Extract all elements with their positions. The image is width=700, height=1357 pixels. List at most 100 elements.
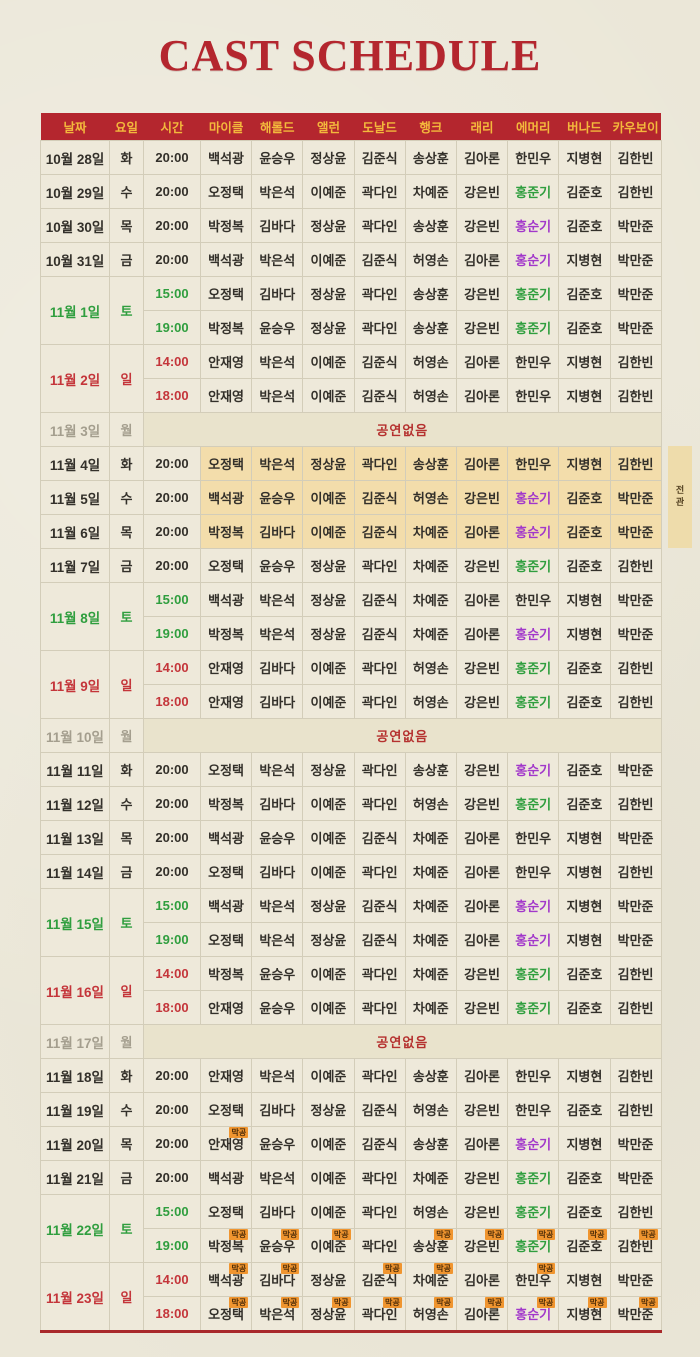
date-cell: 11월 16일 [40, 956, 110, 1025]
table-row: 11월 13일 목 20:00 백석광 윤승우 이예준 김준식 차예준 김아론 한민우 지병현 박만준 [40, 820, 662, 855]
date-cell: 11월 1일 [40, 276, 110, 345]
table-row: 11월 10일 월 공연없음 [40, 718, 662, 753]
cast-cell: 송상훈 [404, 208, 457, 243]
cast-cell: 송상훈 [404, 446, 457, 481]
cast-cell: 강은빈 [455, 1194, 509, 1229]
cast-cell: 막공 김한빈 [609, 1228, 662, 1263]
cast-cell: 홍순기 [507, 616, 560, 651]
cast-cell: 김한빈 [609, 344, 662, 379]
cast-cell: 박만준 [609, 752, 662, 787]
cast-cell: 박은석 [251, 888, 304, 923]
day-cell: 화 [109, 446, 144, 481]
day-cell: 목 [109, 1126, 144, 1161]
cast-cell: 지병현 [558, 140, 611, 175]
cast-cell: 지병현 [558, 854, 611, 889]
cast-cell: 막공 송상훈 [404, 1228, 457, 1263]
cast-cell: 김아론 [455, 854, 509, 889]
last-show-badge: 막공 [229, 1229, 249, 1240]
cast-cell: 정상윤 [302, 888, 355, 923]
column-header-3: 마이클 [200, 113, 252, 141]
cast-cell: 막공 강은빈 [455, 1228, 509, 1263]
day-cell: 월 [109, 412, 144, 447]
cast-cell: 김준식 [353, 582, 406, 617]
cast-cell: 김아론 [455, 922, 509, 957]
cast-cell: 곽다인 [353, 446, 406, 481]
time-cell: 20:00 [143, 174, 201, 209]
cast-cell: 강은빈 [455, 1160, 509, 1195]
date-cell: 11월 23일 [40, 1262, 110, 1332]
cast-cell: 박만준 [609, 480, 662, 515]
cast-cell: 곽다인 [353, 956, 406, 991]
table-row: 18:00 막공 오정택 막공 박은석 막공 정상윤 막공 곽다인 막공 허영손 막공 김아론 막공 홍순기… [41, 1296, 662, 1332]
cast-cell: 박은석 [251, 242, 304, 277]
cast-cell: 지병현 [558, 242, 611, 277]
time-cell: 20:00 [143, 140, 201, 175]
cast-cell: 홍준기 [507, 310, 560, 345]
cast-cell: 이예준 [302, 378, 355, 413]
cast-cell: 안재영 [199, 1058, 253, 1093]
date-cell: 11월 10일 [40, 718, 110, 753]
table-row: 11월 7일 금 20:00 오정택 윤승우 정상윤 곽다인 차예준 강은빈 홍준기 김준호 김한빈 [40, 548, 662, 583]
cast-cell: 박은석 [251, 1160, 304, 1195]
cast-cell: 송상훈 [404, 752, 457, 787]
last-show-badge: 막공 [485, 1229, 505, 1240]
cast-cell: 한민우 [507, 344, 560, 379]
table-row: 10월 30일 목 20:00 박정복 김바다 정상윤 곽다인 송상훈 강은빈 홍순기 김준호 박만준 [40, 208, 662, 243]
cast-cell: 막공 이예준 [302, 1228, 355, 1263]
cast-cell: 송상훈 [404, 310, 457, 345]
cast-cell: 김아론 [455, 820, 509, 855]
date-cell: 10월 31일 [40, 242, 110, 277]
cast-cell: 김아론 [455, 514, 509, 549]
cast-cell: 김준호 [558, 548, 611, 583]
cast-cell: 차예준 [404, 1160, 457, 1195]
time-cell: 19:00 [143, 616, 201, 651]
day-cell: 월 [109, 718, 144, 753]
time-cell: 20:00 [143, 1126, 201, 1161]
cast-cell: 박정복 [199, 514, 253, 549]
cast-cell: 김준식 [353, 514, 406, 549]
cast-cell: 김준식 [353, 888, 406, 923]
cast-cell: 윤승우 [251, 140, 304, 175]
cast-cell: 김준식 [353, 480, 406, 515]
cast-cell: 홍준기 [507, 548, 560, 583]
cast-cell: 김준호 [558, 480, 611, 515]
cast-cell: 안재영 [199, 684, 253, 719]
day-cell: 수 [109, 786, 144, 821]
cast-cell: 오정택 [199, 922, 253, 957]
time-cell: 15:00 [143, 888, 201, 923]
cast-cell: 박만준 [609, 514, 662, 549]
cast-cell: 김아론 [455, 616, 509, 651]
cast-cell: 홍순기 [507, 514, 560, 549]
date-cell: 11월 17일 [40, 1024, 110, 1059]
cast-cell: 막공 백석광 [199, 1262, 253, 1297]
table-row: 11월 22일 토 15:00 오정택 김바다 이예준 곽다인 허영손 강은빈 홍준기 김준호 김한빈 [40, 1194, 662, 1263]
cast-cell: 한민우 [507, 378, 560, 413]
cast-cell: 홍순기 [507, 922, 560, 957]
cast-cell: 곽다인 [353, 684, 406, 719]
cast-cell: 막공 박만준 [609, 1296, 662, 1332]
cast-cell: 박만준 [609, 582, 662, 617]
no-show-cell: 공연없음 [143, 412, 662, 447]
cast-cell: 이예준 [302, 956, 355, 991]
column-header-2: 시간 [143, 113, 201, 141]
day-cell: 화 [109, 140, 144, 175]
cast-cell: 홍준기 [507, 1160, 560, 1195]
last-show-badge: 막공 [229, 1127, 249, 1138]
cast-cell: 박은석 [251, 344, 304, 379]
cast-cell: 곽다인 [353, 1228, 406, 1263]
date-cell: 11월 9일 [40, 650, 110, 719]
cast-cell: 윤승우 [251, 956, 304, 991]
cast-cell: 윤승우 [251, 820, 304, 855]
cast-cell: 김한빈 [609, 140, 662, 175]
cast-cell: 지병현 [558, 1058, 611, 1093]
time-cell: 18:00 [143, 990, 201, 1025]
cast-cell: 강은빈 [455, 174, 509, 209]
cast-cell: 지병현 [558, 446, 611, 481]
last-show-badge: 막공 [485, 1297, 505, 1308]
cast-cell: 강은빈 [455, 276, 509, 311]
cast-cell: 안재영 [199, 344, 253, 379]
cast-cell: 차예준 [404, 616, 457, 651]
cast-cell: 박만준 [609, 1160, 662, 1195]
cast-cell: 김준식 [353, 242, 406, 277]
